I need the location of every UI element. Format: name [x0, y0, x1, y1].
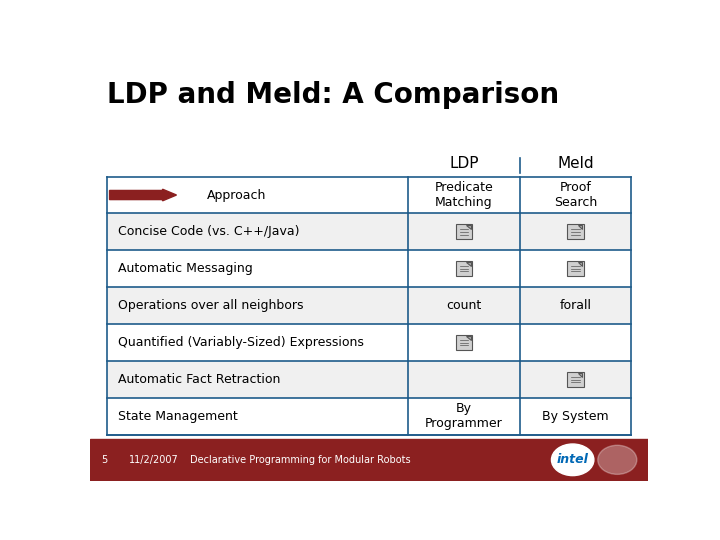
- FancyBboxPatch shape: [567, 261, 583, 276]
- Text: forall: forall: [559, 299, 591, 312]
- Bar: [107, 213, 631, 251]
- FancyBboxPatch shape: [456, 261, 472, 276]
- Text: By
Programmer: By Programmer: [425, 402, 503, 430]
- Text: Quantified (Variably-Sized) Expressions: Quantified (Variably-Sized) Expressions: [118, 336, 364, 349]
- Bar: [90, 439, 648, 481]
- Text: Declarative Programming for Modular Robots: Declarative Programming for Modular Robo…: [190, 455, 411, 465]
- Text: Concise Code (vs. C++/Java): Concise Code (vs. C++/Java): [118, 225, 300, 239]
- Polygon shape: [466, 225, 471, 229]
- Text: Automatic Messaging: Automatic Messaging: [118, 262, 253, 275]
- Text: State Management: State Management: [118, 410, 238, 423]
- FancyBboxPatch shape: [567, 225, 583, 239]
- FancyBboxPatch shape: [456, 335, 472, 350]
- Polygon shape: [577, 373, 582, 377]
- Text: count: count: [446, 299, 482, 312]
- FancyArrow shape: [109, 189, 176, 201]
- Bar: [107, 324, 631, 361]
- Polygon shape: [466, 336, 471, 340]
- Text: 5: 5: [101, 455, 107, 465]
- FancyBboxPatch shape: [567, 372, 583, 387]
- Text: Approach: Approach: [207, 188, 266, 201]
- FancyBboxPatch shape: [456, 225, 472, 239]
- Bar: [107, 361, 631, 398]
- Text: Proof
Search: Proof Search: [554, 181, 597, 209]
- Text: LDP: LDP: [449, 156, 479, 171]
- Polygon shape: [466, 262, 471, 266]
- Bar: [107, 251, 631, 287]
- Text: LDP and Meld: A Comparison: LDP and Meld: A Comparison: [107, 82, 559, 110]
- Text: Operations over all neighbors: Operations over all neighbors: [118, 299, 303, 312]
- Bar: [107, 177, 631, 213]
- Circle shape: [598, 446, 636, 474]
- Bar: [107, 398, 631, 435]
- Text: 11/2/2007: 11/2/2007: [129, 455, 179, 465]
- Text: Meld: Meld: [557, 156, 594, 171]
- Polygon shape: [577, 262, 582, 266]
- Text: Predicate
Matching: Predicate Matching: [434, 181, 493, 209]
- Text: intel: intel: [557, 453, 589, 467]
- Text: Automatic Fact Retraction: Automatic Fact Retraction: [118, 373, 280, 386]
- Text: By System: By System: [542, 410, 609, 423]
- Circle shape: [552, 444, 594, 476]
- Polygon shape: [577, 225, 582, 229]
- Bar: [107, 287, 631, 324]
